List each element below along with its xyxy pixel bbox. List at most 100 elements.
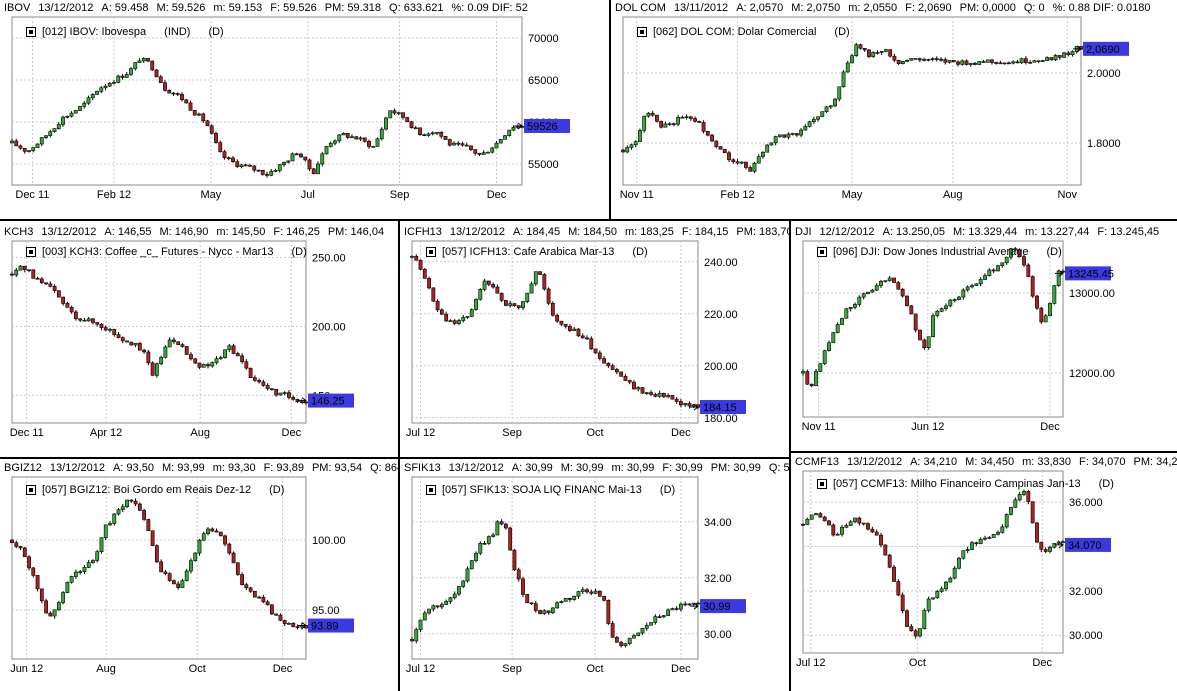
chart-plot[interactable]: 95.00 100.00 Jun 12 Aug Oct Dec 93.89 — [10, 476, 356, 675]
candle — [939, 57, 943, 62]
chart-legend[interactable]: [057] CCMF13: Milho Financeiro Campinas … — [817, 478, 1114, 490]
quote-field: m: 145,50 — [216, 226, 266, 238]
candle — [642, 115, 647, 133]
candle — [494, 140, 499, 149]
candle — [362, 137, 367, 143]
chart-svg[interactable]: 30.00 32.00 34.00 Jul 12 Sep Oct Dec 30.99 — [406, 476, 748, 675]
legend-toggle-icon[interactable] — [26, 27, 36, 37]
candle — [252, 375, 257, 382]
chart-legend[interactable]: [012] IBOV: Ibovespa (IND) (D) — [26, 26, 224, 38]
candle — [623, 643, 628, 648]
last-price-label: 34.070 — [1068, 540, 1102, 552]
panel-sfik13[interactable]: SFIK13 13/12/2012 A: 30,99 M: 30,99 m: 30,99… — [400, 460, 789, 691]
quote-field: m: 183,25 — [624, 226, 674, 238]
chart-plot[interactable]: 1.8000 2.0000 Nov 11 Feb 12 May Aug Nov 2,0690 — [620, 16, 1131, 201]
legend-label: [057] CCMF13: Milho Financeiro Campinas … — [833, 478, 1081, 490]
candle — [218, 531, 223, 537]
legend-toggle-icon[interactable] — [426, 485, 436, 495]
candle — [782, 134, 787, 139]
candle — [845, 60, 850, 73]
candle — [752, 161, 757, 174]
last-price-label: 2,0690 — [1086, 44, 1120, 56]
candle — [602, 356, 606, 364]
chart-svg[interactable]: 1.8000 2.0000 Nov 11 Feb 12 May Aug Nov 2,0690 — [620, 16, 1131, 201]
candle — [696, 601, 700, 605]
candle — [546, 287, 551, 305]
chart-legend[interactable]: [057] ICFH13: Cafe Arabica Mar-13 (D) — [426, 246, 648, 258]
candle — [269, 168, 274, 177]
candle — [661, 614, 666, 619]
panel-ibov[interactable]: IBOV 13/12/2012 A: 59.458 M: 59.526 m: 59.15… — [0, 0, 608, 216]
chart-plot[interactable]: 180.00 200.00 220.00 240.00 Jul 12 Sep Oct Dec 1… — [406, 240, 748, 439]
legend-toggle-icon[interactable] — [26, 247, 36, 257]
panel-header: BGIZ12 13/12/2012 A: 93,50 M: 93,99 m: 93,30… — [0, 460, 398, 476]
last-price-arrow-icon — [690, 602, 699, 610]
candle — [108, 327, 112, 333]
splitter-horizontal[interactable] — [0, 457, 789, 459]
chart-plot[interactable]: 12000.00 13000.00 Nov 11 Jun 12 Dec 13245.45 — [801, 240, 1115, 433]
candle — [227, 343, 232, 353]
quote-field: Q: 5 — [768, 462, 789, 474]
chart-svg[interactable]: 180.00 200.00 220.00 240.00 Jul 12 Sep Oct Dec 1… — [406, 240, 748, 439]
panel-kch3[interactable]: KCH3 13/12/2012 A: 146,55 M: 146,90 m: 145,5… — [0, 224, 398, 456]
candle — [870, 288, 875, 293]
candle — [176, 581, 181, 590]
candle — [286, 160, 291, 164]
chart-svg[interactable]: 95.00 100.00 Jun 12 Aug Oct Dec 93.89 — [10, 476, 356, 675]
legend-toggle-icon[interactable] — [426, 247, 436, 257]
legend-toggle-icon[interactable] — [637, 27, 647, 37]
candle — [307, 158, 312, 172]
chart-legend[interactable]: [057] BGIZ12: Boi Gordo em Reais Dez-12 … — [26, 484, 284, 496]
panel-ccmf13[interactable]: CCMF13 13/12/2012 A: 34,210 M: 34,450 m: 33,… — [791, 454, 1177, 691]
chart-plot[interactable]: 30.00 32.00 34.00 Jul 12 Sep Oct Dec 30.99 — [406, 476, 748, 675]
candle — [120, 336, 125, 344]
candle — [917, 57, 922, 63]
candle — [744, 161, 748, 170]
splitter-vertical[interactable] — [609, 0, 611, 220]
candle — [163, 345, 168, 359]
candle — [125, 499, 129, 509]
candle — [559, 600, 564, 604]
splitter-horizontal[interactable] — [791, 451, 1177, 453]
panel-bgiz12[interactable]: BGIZ12 13/12/2012 A: 93,50 M: 93,99 m: 93,30… — [0, 460, 398, 691]
splitter-vertical[interactable] — [398, 220, 400, 691]
candle — [396, 111, 401, 116]
candle — [350, 134, 354, 139]
chart-legend[interactable]: [096] DJI: Dow Jones Industrial Average … — [817, 246, 1062, 258]
chart-svg[interactable]: 12000.00 13000.00 Nov 11 Jun 12 Dec 13245.45 — [801, 240, 1115, 433]
candle — [265, 171, 269, 178]
legend-toggle-icon[interactable] — [817, 247, 827, 257]
chart-legend[interactable]: [062] DOL COM: Dolar Comercial (D) — [637, 26, 850, 38]
panel-dol[interactable]: DOL COM 13/11/2012 A: 2,0570 M: 2,0750 m: 2,… — [611, 0, 1177, 218]
candle — [477, 152, 482, 157]
candle — [632, 633, 636, 639]
candle — [922, 608, 927, 630]
chart-legend[interactable]: [057] SFIK13: SOJA LIQ FINANC Mai-13 (D) — [426, 484, 675, 496]
candle — [31, 147, 36, 153]
quote-field: PM: 34,2 — [1133, 456, 1177, 468]
panel-icfh13[interactable]: ICFH13 13/12/2012 A: 184,45 M: 184,50 m: 183… — [400, 224, 789, 456]
candle — [354, 136, 359, 140]
panel-dji[interactable]: DJI 12/12/2012 A: 13.250,05 M: 13.329,44 m: … — [791, 224, 1177, 450]
splitter-vertical[interactable] — [789, 220, 791, 691]
symbol-label: CCMF13 — [795, 456, 840, 468]
x-tick-label: Sep — [390, 189, 410, 201]
legend-toggle-icon[interactable] — [817, 479, 827, 489]
candle — [883, 280, 888, 283]
legend-toggle-icon[interactable] — [26, 485, 36, 495]
chart-legend[interactable]: [003] KCH3: Coffee _c_ Futures - Nycc - … — [26, 246, 307, 258]
candle — [861, 292, 866, 300]
candle — [495, 284, 500, 294]
candle — [82, 101, 87, 109]
candle — [10, 138, 14, 144]
candle — [840, 524, 844, 537]
candle — [550, 301, 555, 317]
splitter-horizontal[interactable] — [0, 219, 1177, 221]
candle — [922, 57, 926, 62]
